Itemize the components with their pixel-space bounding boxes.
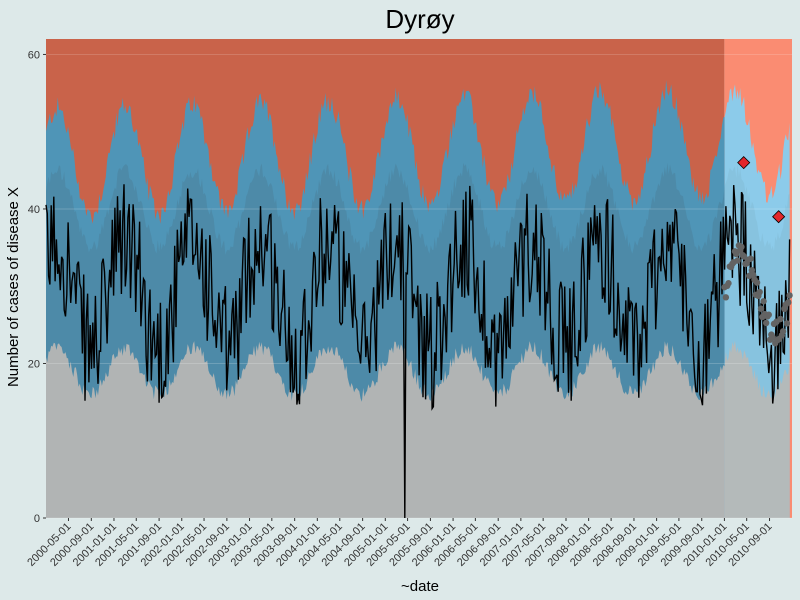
expected-point [762, 319, 770, 327]
observed-series-line [45, 184, 791, 519]
x-axis-title: ~date [401, 578, 439, 595]
plot-area [45, 39, 793, 519]
alarm-marker [772, 210, 786, 224]
y-axis: 0 20 40 60 [28, 49, 46, 525]
expected-point [722, 294, 730, 301]
y-axis-title: Number of cases of disease X [5, 187, 22, 387]
expected-point [769, 334, 776, 341]
expected-point [747, 255, 754, 262]
expected-point [749, 271, 757, 279]
expected-point [738, 243, 745, 251]
x-axis: 2000-05-012000-09-012001-01-012001-05-01… [25, 518, 775, 569]
expected-point [786, 292, 793, 299]
expected-point [779, 328, 787, 335]
chart-title: Dyrøy [385, 4, 454, 34]
expected-point [777, 315, 784, 323]
lower-region-test [724, 340, 790, 518]
expected-point [765, 311, 772, 318]
expected-point [757, 305, 765, 312]
alarm-marker [737, 156, 751, 170]
y-tick-label: 60 [28, 49, 40, 61]
y-tick-label: 40 [28, 204, 40, 216]
expected-point [760, 298, 767, 305]
lower-region-train [46, 341, 725, 518]
expected-point [756, 288, 763, 296]
expected-point [734, 257, 741, 264]
expected-point [783, 320, 791, 327]
y-tick-label: 0 [34, 513, 40, 525]
expected-point [725, 280, 732, 287]
expected-point [785, 299, 792, 306]
y-tick-label: 20 [28, 358, 40, 370]
expected-point [753, 279, 761, 286]
